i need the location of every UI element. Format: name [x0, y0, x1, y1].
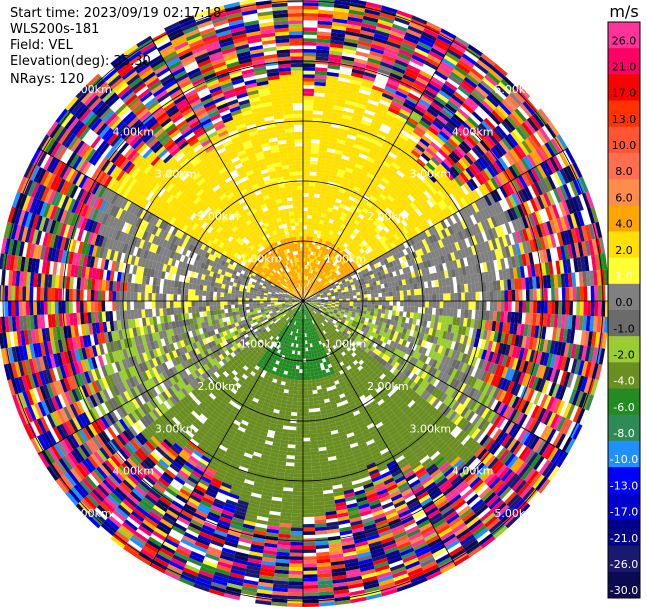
- colorbar-tick: -17.0: [610, 506, 638, 519]
- ring-label: 3.00km: [155, 422, 197, 435]
- colorbar-tick: -6.0: [613, 401, 634, 414]
- colorbar-tick: 17.0: [612, 87, 637, 100]
- elevation-text: Elevation(deg): 35.30: [10, 54, 151, 69]
- ring-label: 1.00km: [325, 253, 367, 266]
- colorbar-tick: -30.0: [610, 584, 638, 597]
- colorbar-tick: 0.0: [615, 296, 633, 309]
- ring-label: 2.00km: [197, 380, 239, 393]
- colorbar-swatch: [608, 440, 640, 468]
- ring-label: 2.00km: [367, 210, 409, 223]
- colorbar-swatch: [608, 362, 640, 390]
- colorbar-swatch: [608, 179, 640, 206]
- ring-label: 5.00km: [494, 83, 536, 96]
- colorbar-swatch: [608, 571, 640, 599]
- colorbar-swatch: [608, 519, 640, 547]
- colorbar-tick: 2.0: [615, 244, 633, 257]
- colorbar-swatch: [608, 283, 640, 311]
- ring-label: 3.00km: [409, 168, 451, 181]
- colorbar-swatch: [608, 22, 640, 49]
- start-time-text: Start time: 2023/09/19 02:17:18: [10, 6, 222, 21]
- spoke-line: [149, 300, 304, 567]
- colorbar-tick: 13.0: [612, 113, 637, 126]
- colorbar-swatch: [608, 205, 640, 232]
- colorbar-swatch: [608, 336, 640, 363]
- spoke-line: [302, 147, 569, 302]
- colorbar-tick: 10.0: [612, 139, 637, 152]
- ring-label: 2.00km: [197, 210, 239, 223]
- colorbar-tick: -26.0: [610, 558, 638, 571]
- colorbar-tick: -2.0: [613, 349, 634, 362]
- spoke-line: [302, 300, 569, 455]
- colorbar-tick: 1.0: [615, 270, 633, 283]
- colorbar-swatch: [608, 257, 640, 285]
- ring-label: 5.00km: [70, 507, 112, 520]
- colorbar-swatch: [608, 100, 640, 128]
- ring-label: 1.00km: [240, 253, 282, 266]
- instrument-text: WLS200s-181: [10, 22, 100, 37]
- ring-label: 2.00km: [367, 380, 409, 393]
- ring-label: 4.00km: [113, 465, 155, 478]
- colorbar-swatch: [608, 414, 640, 442]
- colorbar-swatch: [608, 74, 640, 102]
- ring-label: 4.00km: [113, 125, 155, 138]
- spoke-line: [37, 300, 304, 455]
- ring-label: 5.00km: [494, 507, 536, 520]
- nrays-text: NRays: 120: [10, 72, 85, 87]
- colorbar-tick: -4.0: [613, 375, 634, 388]
- colorbar-swatch: [608, 545, 640, 573]
- colorbar-tick: -1.0: [613, 322, 634, 335]
- colorbar-tick: 6.0: [615, 191, 633, 204]
- colorbar-swatch: [608, 467, 640, 494]
- ring-label: 5.00km: [70, 83, 112, 96]
- colorbar-swatch: [608, 152, 640, 180]
- field-text: Field: VEL: [10, 38, 73, 53]
- colorbar-tick: -10.0: [610, 453, 638, 466]
- ring-label: 3.00km: [155, 168, 197, 181]
- ppi-gates: [0, 0, 609, 607]
- ring-label: 1.00km: [325, 337, 367, 350]
- colorbar-swatch: [608, 310, 640, 337]
- ring-label: 3.00km: [409, 422, 451, 435]
- ring-label: 1.00km: [240, 337, 282, 350]
- colorbar-tick: -8.0: [613, 427, 634, 440]
- spoke-line: [302, 300, 457, 567]
- colorbar-label: m/s: [609, 2, 638, 21]
- colorbar-tick: -21.0: [610, 532, 638, 545]
- colorbar-tick: 8.0: [615, 165, 633, 178]
- colorbar-tick: 4.0: [615, 218, 633, 231]
- colorbar-tick: 21.0: [612, 61, 637, 74]
- spoke-line: [149, 35, 304, 302]
- colorbar-tick: -13.0: [610, 479, 638, 492]
- colorbar-swatch: [608, 493, 640, 520]
- spoke-line: [37, 147, 304, 302]
- ring-label: 4.00km: [452, 125, 494, 138]
- spoke-line: [302, 35, 457, 302]
- colorbar-swatch: [608, 48, 640, 75]
- colorbar-tick: 26.0: [612, 34, 637, 47]
- ring-label: 4.00km: [452, 465, 494, 478]
- colorbar-swatch: [608, 388, 640, 416]
- colorbar-swatch: [608, 126, 640, 154]
- colorbar-swatch: [608, 231, 640, 259]
